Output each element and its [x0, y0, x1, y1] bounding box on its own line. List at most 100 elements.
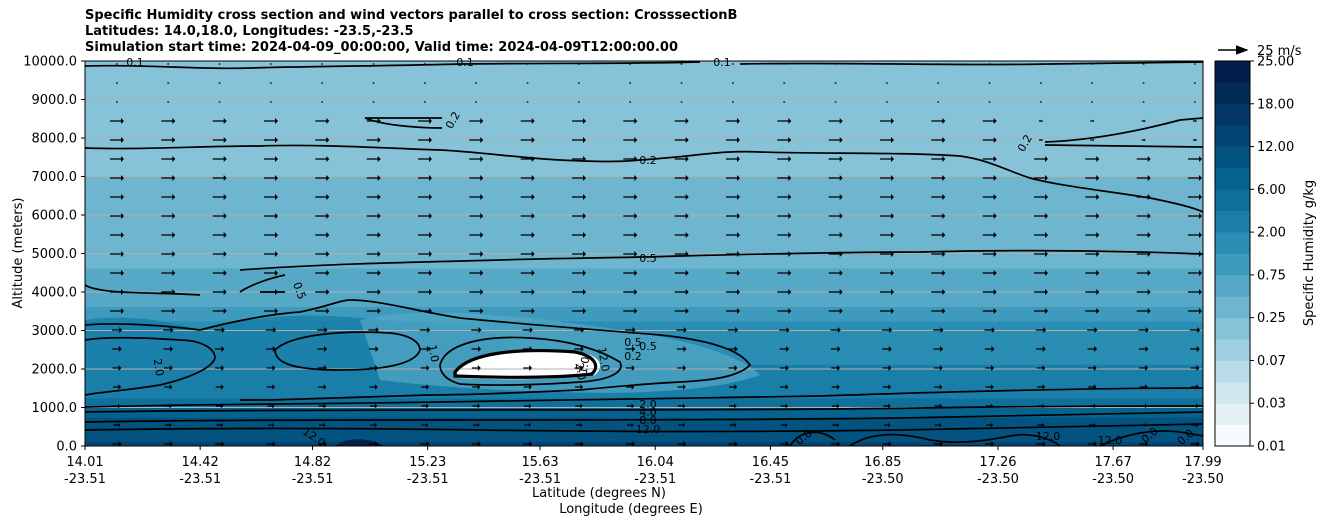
wind-vector — [420, 384, 430, 390]
wind-vector — [1194, 82, 1196, 84]
wind-vector — [368, 346, 379, 352]
wind-vector — [726, 175, 740, 181]
wind-vector — [732, 82, 734, 84]
wind-vector — [1191, 403, 1199, 409]
wind-vector — [880, 289, 894, 295]
wind-vector — [732, 63, 734, 65]
wind-vector — [831, 441, 841, 446]
wind-vector — [266, 384, 276, 390]
wind-vector — [317, 327, 328, 333]
contour-label: 0.1 — [713, 56, 731, 69]
wind-vector — [212, 251, 227, 257]
wind-vector — [1136, 232, 1151, 238]
wind-vector — [471, 327, 482, 333]
wind-vector — [475, 63, 478, 65]
humidity-band — [85, 219, 1203, 226]
colorbar-swatch — [1215, 403, 1250, 426]
wind-vector — [420, 441, 430, 446]
wind-vector — [1036, 384, 1046, 390]
wind-vector — [729, 422, 737, 428]
wind-vector — [418, 213, 432, 219]
wind-vector — [164, 403, 173, 409]
wind-vector — [524, 422, 532, 428]
wind-vector — [676, 346, 687, 352]
humidity-band — [85, 421, 1203, 428]
colorbar-tick-label: 0.07 — [1257, 354, 1286, 369]
wind-vector — [985, 365, 995, 371]
wind-vector — [831, 384, 840, 390]
wind-vector — [418, 175, 432, 181]
humidity-band — [85, 393, 1203, 399]
wind-vector — [623, 118, 638, 124]
wind-vector — [988, 101, 991, 103]
wind-vector — [886, 63, 888, 65]
wind-vector — [520, 194, 535, 200]
contour-label: 1.0 — [577, 356, 593, 375]
wind-vector — [366, 118, 381, 124]
wind-vector — [418, 137, 432, 143]
wind-vector — [726, 118, 740, 124]
wind-vector — [318, 384, 327, 390]
contour-lines — [85, 61, 1203, 446]
colorbar-swatch — [1215, 232, 1250, 254]
wind-vector — [317, 346, 328, 352]
humidity-band — [85, 85, 1203, 91]
contour-label: 0.2 — [639, 154, 657, 167]
wind-vector — [834, 63, 837, 65]
wind-vector — [931, 194, 946, 200]
contour-1.0-tongue — [85, 299, 752, 401]
colorbar-tick-label: 6.00 — [1257, 183, 1286, 198]
x-tick-label-longitude: -23.50 — [862, 472, 904, 487]
wind-vector — [982, 251, 997, 257]
wind-vector — [264, 213, 278, 219]
wind-vector — [886, 82, 888, 84]
wind-vector — [526, 101, 529, 103]
wind-vector — [315, 118, 330, 124]
wind-vector — [1040, 101, 1042, 103]
humidity-band — [85, 210, 1203, 216]
colorbar-frame — [1214, 60, 1251, 447]
wind-vector — [1034, 213, 1048, 219]
wind-vector — [418, 308, 432, 314]
wind-vector — [937, 82, 940, 84]
colorbar-tick-label: 18.00 — [1257, 97, 1294, 112]
wind-vector — [933, 441, 943, 446]
wind-vector — [1188, 270, 1202, 276]
wind-vector — [1087, 441, 1097, 446]
wind-vector — [1139, 441, 1149, 446]
colorbar-swatch — [1215, 167, 1250, 190]
wind-vector — [931, 289, 946, 295]
wind-vector — [678, 422, 686, 428]
wind-vector — [212, 156, 227, 162]
wind-vector — [1040, 82, 1042, 84]
humidity-band — [85, 239, 1203, 245]
wind-vector — [572, 270, 586, 276]
wind-vector — [728, 384, 738, 390]
wind-vector — [161, 232, 176, 238]
wind-vector — [674, 270, 689, 276]
wind-vector — [882, 346, 892, 352]
wind-vector — [369, 365, 379, 371]
plot-area: 0.1 0.1 0.10.20.20.20.50.50.50.51.01.02.02… — [84, 56, 1204, 449]
wind-vector — [424, 101, 426, 103]
wind-vector — [116, 63, 118, 65]
wind-vector — [471, 365, 481, 371]
wind-vector — [1142, 63, 1145, 65]
wind-vector — [726, 308, 740, 314]
wind-vector — [572, 213, 586, 219]
wind-vector — [626, 403, 635, 409]
wind-vector — [1090, 119, 1095, 123]
wind-vector — [828, 137, 843, 143]
wind-vector — [777, 156, 792, 162]
wind-vector — [1039, 138, 1043, 142]
wind-vector — [218, 82, 221, 84]
wind-vector — [982, 118, 997, 124]
wind-vector — [418, 251, 432, 257]
wind-vector — [110, 213, 124, 219]
x-tick-label-longitude: -23.50 — [1092, 472, 1134, 487]
wind-vector — [828, 194, 843, 200]
wind-vector — [315, 156, 330, 162]
x-tick-label-longitude: -23.51 — [179, 472, 221, 487]
wind-vector — [315, 270, 330, 276]
